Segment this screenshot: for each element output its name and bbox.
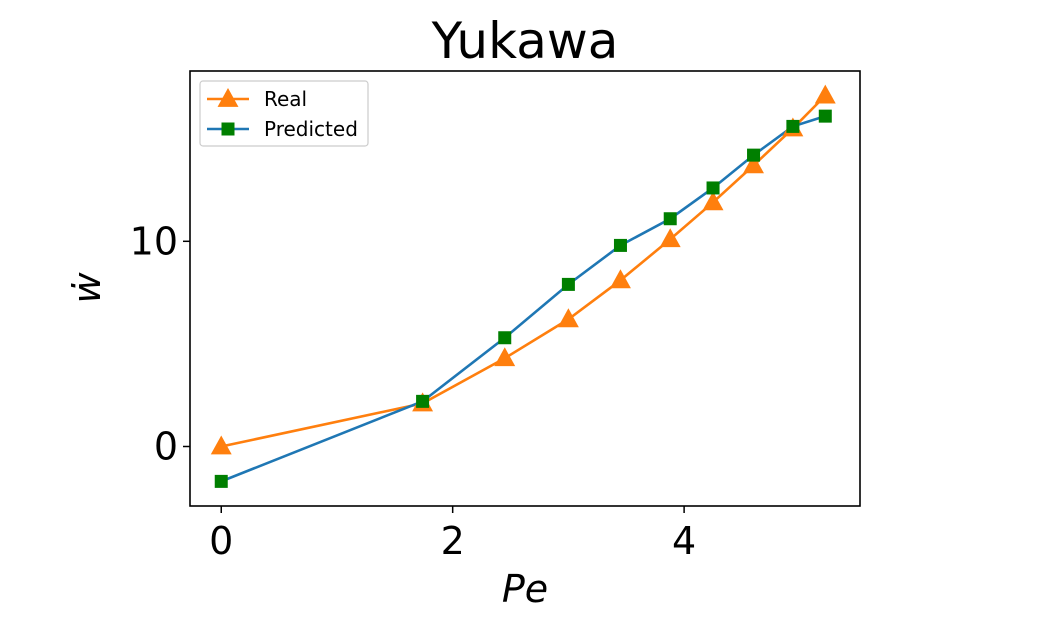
predicted-data-point [613, 238, 627, 252]
predicted-data-point [416, 394, 430, 408]
real-data-point [557, 308, 579, 328]
predicted-data-point [498, 331, 512, 345]
y-tick-label: 10 [130, 219, 178, 263]
legend-predicted-marker [221, 122, 235, 136]
real-data-point [494, 347, 516, 367]
chart-title: Yukawa [431, 12, 619, 70]
legend-real-marker [217, 88, 239, 107]
predicted-series-line [220, 114, 826, 483]
real-data-point [210, 435, 232, 455]
y-axis-label: ẇ [65, 272, 109, 304]
real-data-point [659, 228, 681, 248]
real-data-point [610, 269, 631, 289]
x-tick-label: 0 [209, 519, 233, 563]
predicted-data-point [561, 277, 575, 291]
predicted-data-point [214, 474, 228, 488]
y-tick-label: 0 [154, 424, 178, 468]
x-tick-label: 2 [441, 519, 465, 563]
predicted-data-point [818, 109, 832, 123]
real-data-point [814, 84, 836, 104]
legend: Real Predicted [199, 80, 369, 147]
x-tick-label: 4 [672, 519, 696, 563]
real-series-line [220, 94, 827, 448]
real-data-point [702, 191, 724, 211]
predicted-data-point [747, 148, 761, 162]
real-data-point [743, 154, 764, 174]
predicted-data-point [786, 119, 800, 133]
predicted-data-point [663, 212, 677, 226]
legend-real-label: Real [264, 87, 307, 111]
legend-predicted-label: Predicted [264, 117, 358, 141]
x-axis-label: Pe [502, 567, 548, 611]
plot-frame [189, 70, 861, 507]
predicted-data-point [706, 181, 720, 195]
